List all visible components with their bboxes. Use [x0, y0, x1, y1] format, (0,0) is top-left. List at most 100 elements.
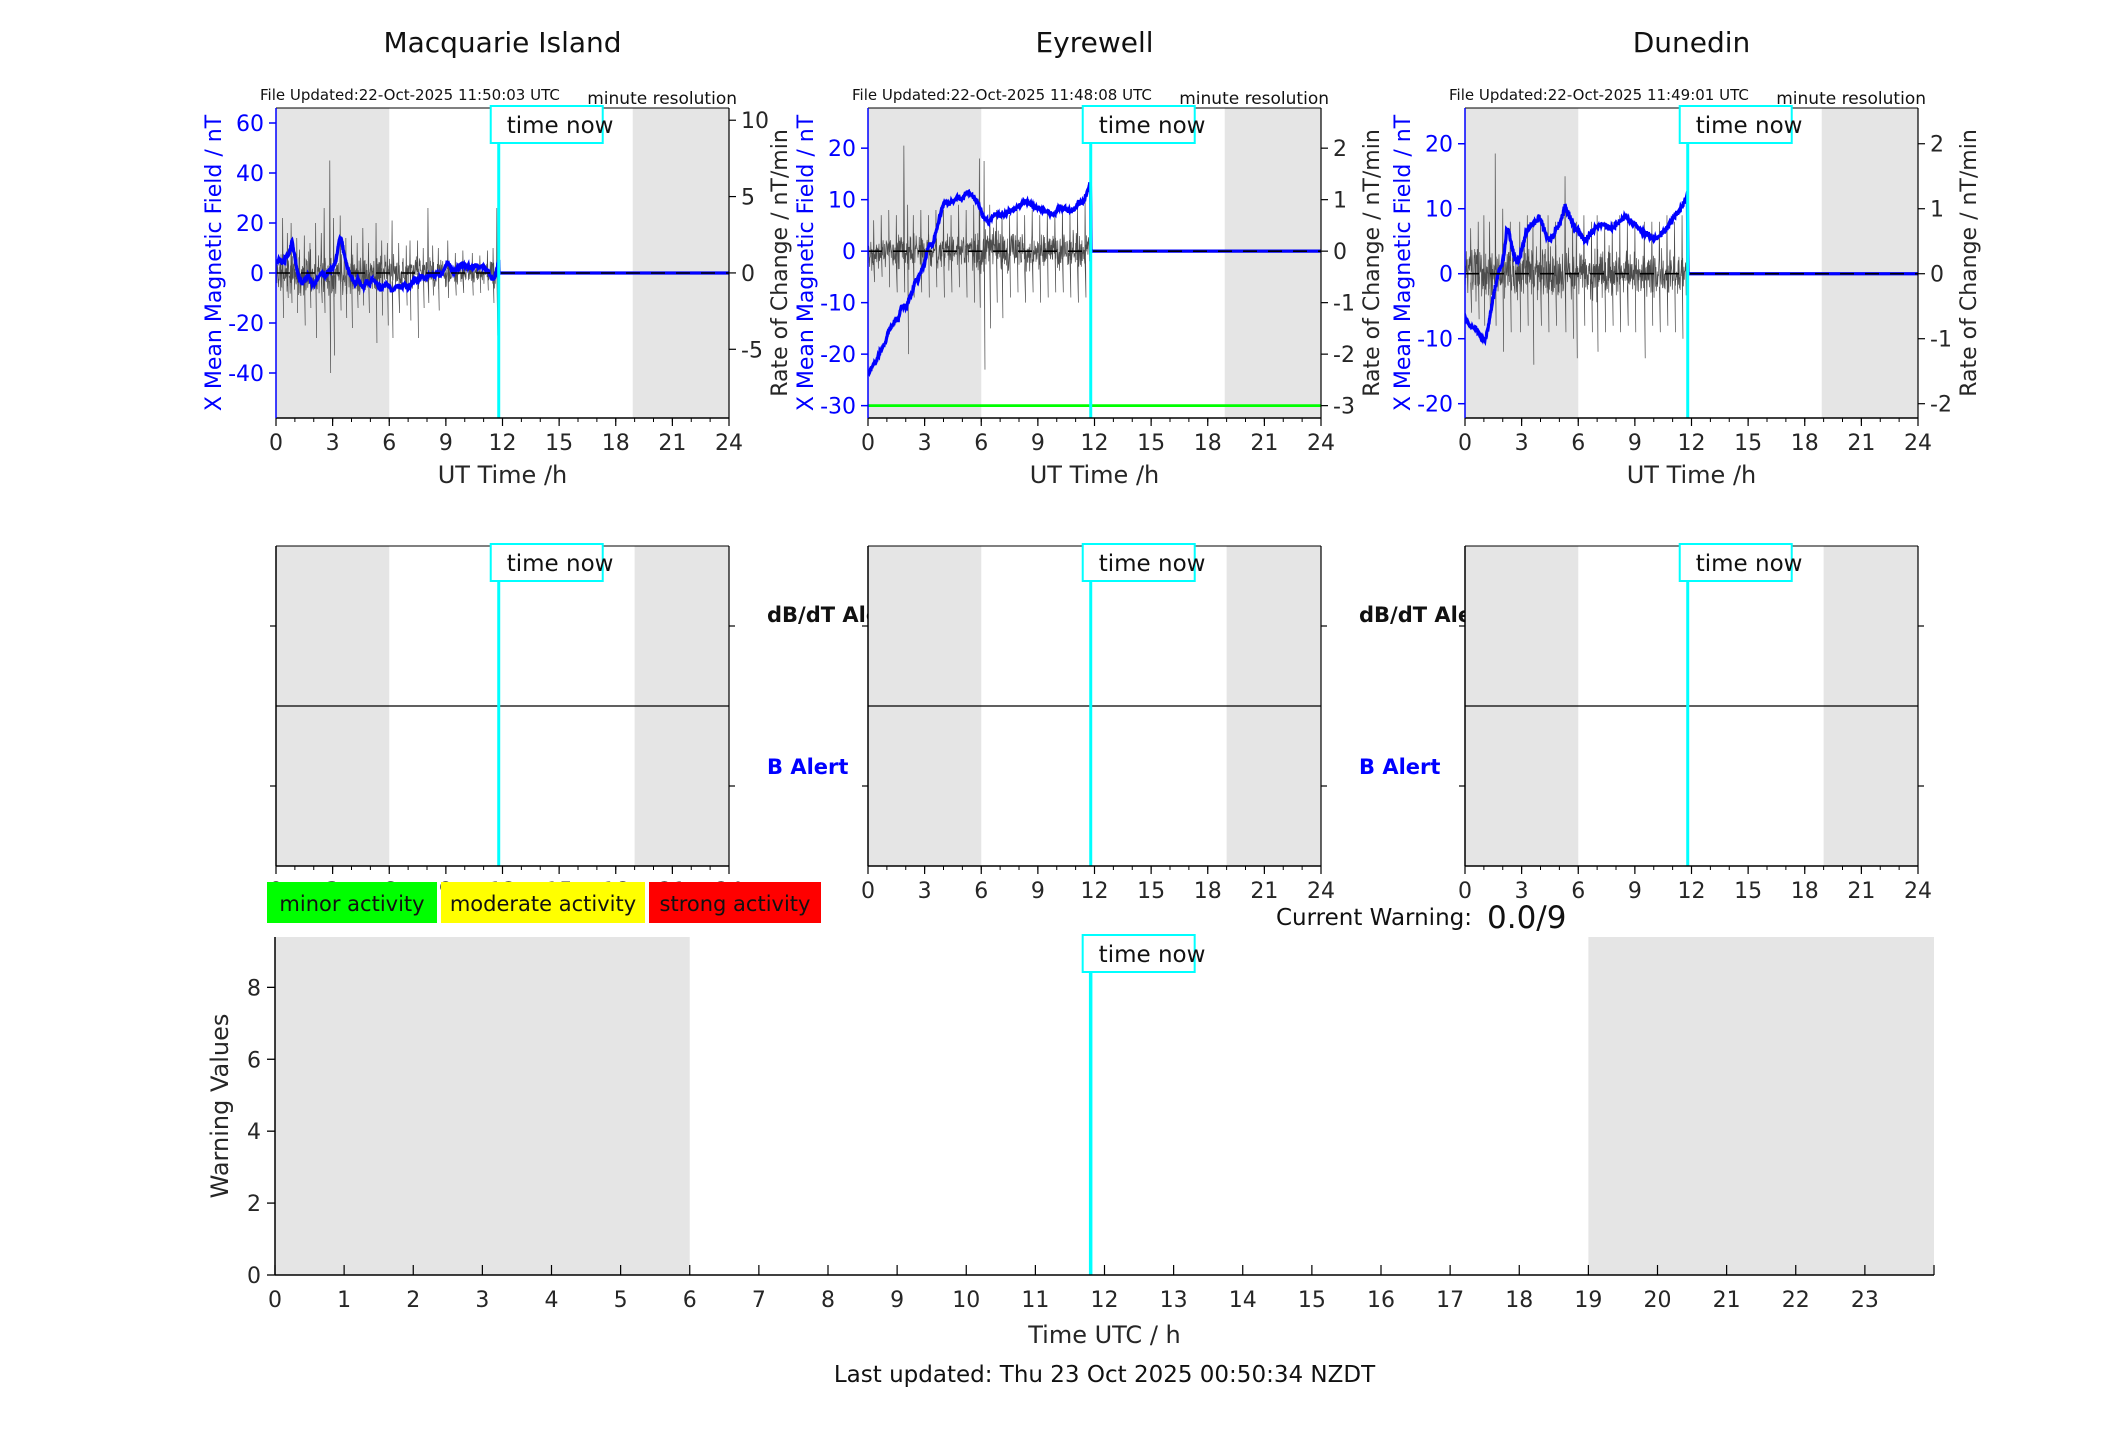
legend-label: minor activity: [279, 892, 424, 916]
legend-swatch-1: [267, 882, 437, 923]
x-tick-label: 24: [1307, 431, 1335, 456]
left-tick-label: -10: [1417, 328, 1453, 353]
left-tick-label: -20: [1417, 393, 1453, 418]
time-now-annotation: time now: [1081, 934, 1205, 973]
x-tick-label: 6: [1571, 879, 1585, 904]
time-now-annotation: time now: [1678, 543, 1802, 582]
x-tick-label: 12: [1678, 879, 1706, 904]
x-tick-label: 18: [1791, 431, 1819, 456]
left-axis-title: X Mean Magnetic Field / nT: [202, 114, 227, 411]
time-now-box: [1081, 934, 1196, 973]
y-tick-label: 6: [247, 1048, 261, 1073]
x-tick-label: 6: [974, 879, 988, 904]
activity-legend: minor activity moderate activity strong ac…: [267, 882, 821, 923]
x-tick-label: 24: [1307, 879, 1335, 904]
x-tick-label: 13: [1160, 1288, 1188, 1313]
x-tick-label: 21: [1713, 1288, 1741, 1313]
right-tick-label: 0: [1333, 240, 1347, 265]
rate-of-change-series: [868, 145, 1092, 370]
x-tick-label: 12: [489, 431, 517, 456]
left-tick-label: -40: [228, 362, 264, 387]
left-tick-label: 20: [236, 212, 264, 237]
left-tick-label: 40: [236, 162, 264, 187]
y-tick-label: 4: [247, 1120, 261, 1145]
left-tick-label: -10: [820, 292, 856, 317]
x-tick-label: 15: [1734, 431, 1762, 456]
x-tick-label: 9: [1628, 879, 1642, 904]
x-tick-label: 0: [1458, 879, 1472, 904]
time-now-annotation: time now: [489, 105, 614, 144]
left-tick-label: 10: [828, 189, 856, 214]
right-tick-label: 2: [1930, 133, 1944, 158]
x-axis-title: UT Time /h: [438, 461, 568, 489]
current-warning-value: 0.0/9: [1487, 900, 1566, 936]
right-tick-label: -3: [1333, 395, 1355, 420]
station-title: Eyrewell: [1035, 26, 1153, 59]
right-tick-label: 1: [1333, 189, 1347, 214]
x-tick-label: 20: [1644, 1288, 1672, 1313]
x-tick-label: 21: [1847, 879, 1875, 904]
x-tick-label: 12: [1081, 431, 1109, 456]
left-tick-label: 20: [828, 137, 856, 162]
left-axis-title: X Mean Magnetic Field / nT: [1391, 114, 1416, 411]
time-now-label: time now: [507, 113, 614, 139]
x-axis-title: UT Time /h: [1030, 461, 1160, 489]
x-tick-label: 0: [1458, 431, 1472, 456]
x-axis-title: UT Time /h: [1627, 461, 1757, 489]
x-tick-label: 7: [752, 1288, 766, 1313]
resolution-label: minute resolution: [1179, 89, 1329, 109]
alert-panel-3: 0 3 6 9 12 15 18 21 24 time now: [1458, 543, 1932, 904]
b-alert-label: B Alert: [767, 755, 848, 779]
right-tick-label: 0: [741, 262, 755, 287]
left-tick-label: 0: [842, 240, 856, 265]
current-warning-label: Current Warning:: [1276, 905, 1472, 931]
b-alert-label: B Alert: [1359, 755, 1440, 779]
resolution-label: minute resolution: [1776, 89, 1926, 109]
x-tick-label: 5: [614, 1288, 628, 1313]
x-tick-label: 24: [1904, 879, 1932, 904]
x-tick-label: 3: [918, 431, 932, 456]
right-tick-label: -2: [1333, 343, 1355, 368]
night-band: [632, 108, 729, 418]
right-tick-label: 1: [1930, 198, 1944, 223]
rate-of-change-series: [1465, 153, 1689, 365]
file-updated-label: File Updated:22-Oct-2025 11:48:08 UTC: [852, 86, 1152, 104]
right-tick-label: 2: [1333, 137, 1347, 162]
resolution-label: minute resolution: [587, 89, 737, 109]
time-now-annotation: time now: [1081, 543, 1205, 582]
time-now-label: time now: [1099, 113, 1206, 139]
x-tick-label: 15: [545, 431, 573, 456]
x-tick-label: 8: [821, 1288, 835, 1313]
x-tick-label: 17: [1436, 1288, 1464, 1313]
time-utc-axis-title: Time UTC / h: [1027, 1321, 1181, 1349]
x-tick-label: 12: [1091, 1288, 1119, 1313]
right-axis-title: Rate of Change / nT/min: [1957, 129, 1982, 397]
right-axis-title: Rate of Change / nT/min: [1360, 129, 1385, 397]
x-tick-label: 18: [1194, 431, 1222, 456]
time-now-label: time now: [507, 551, 614, 577]
x-tick-label: 24: [1904, 431, 1932, 456]
right-tick-label: -1: [1333, 292, 1355, 317]
x-tick-label: 9: [1031, 431, 1045, 456]
time-now-annotation: time now: [1081, 105, 1206, 144]
current-warning: Current Warning: 0.0/9: [1276, 900, 1566, 936]
right-tick-label: 5: [741, 186, 755, 211]
x-tick-label: 3: [918, 879, 932, 904]
mean-field-series: [868, 182, 1321, 377]
x-tick-label: 6: [382, 431, 396, 456]
y-tick-label: 2: [247, 1192, 261, 1217]
x-tick-label: 2: [406, 1288, 420, 1313]
left-tick-label: -20: [228, 312, 264, 337]
x-tick-label: 14: [1229, 1288, 1257, 1313]
x-tick-label: 18: [1505, 1288, 1533, 1313]
night-band: [1465, 108, 1579, 418]
time-now-label: time now: [1696, 113, 1803, 139]
right-tick-label: 0: [1930, 263, 1944, 288]
right-tick-label: 10: [741, 109, 769, 134]
last-updated-label: Last updated: Thu 23 Oct 2025 00:50:34 N…: [834, 1362, 1376, 1388]
mean-field-series: [276, 234, 729, 294]
y-tick-label: 0: [247, 1264, 261, 1289]
